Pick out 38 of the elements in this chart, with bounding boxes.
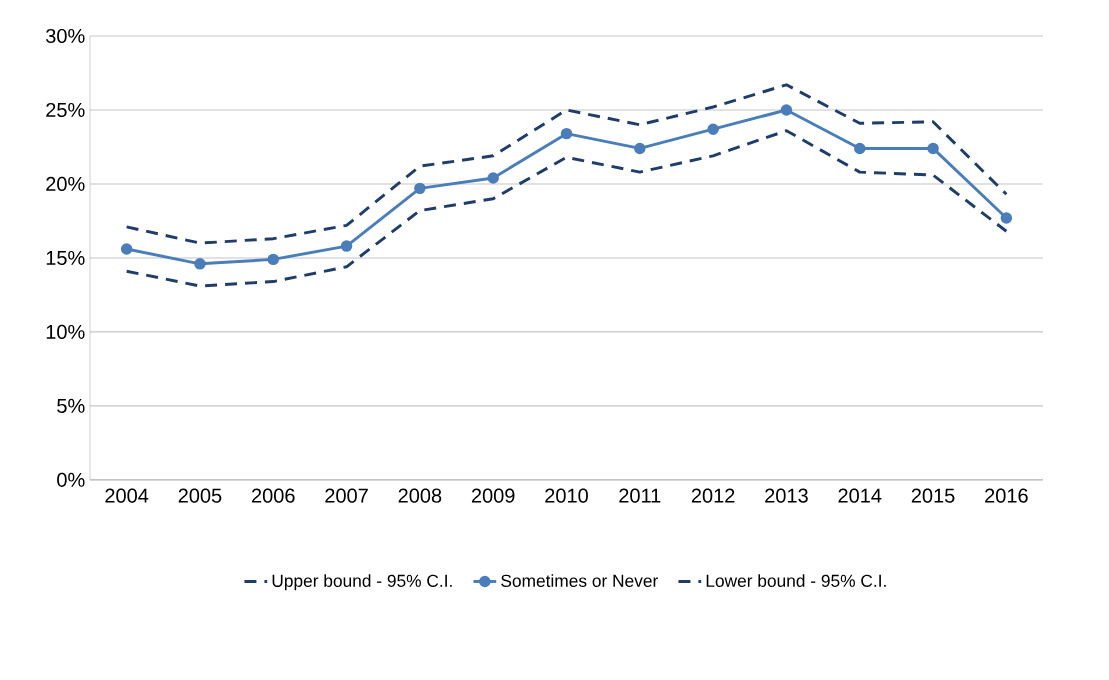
point bbox=[707, 123, 719, 136]
y-tick-label: 25% bbox=[46, 102, 85, 118]
y-tick-label: 20% bbox=[46, 176, 85, 192]
y-tick-label: 5% bbox=[57, 398, 85, 413]
y-tick-label: 30% bbox=[46, 29, 85, 44]
x-tick-label: 2009 bbox=[471, 488, 515, 503]
line-series bbox=[125, 83, 1008, 245]
point bbox=[340, 240, 353, 252]
point bbox=[487, 172, 499, 184]
x-tick-label: 2016 bbox=[985, 488, 1028, 503]
x-tick-label: 2015 bbox=[911, 488, 955, 503]
point bbox=[854, 142, 866, 155]
point bbox=[1000, 212, 1013, 224]
point bbox=[780, 104, 793, 116]
x-tick-label: 2005 bbox=[178, 488, 222, 503]
x-tick-label: 2014 bbox=[838, 488, 882, 503]
y-tick-label: 10% bbox=[46, 324, 85, 340]
x-tick-label: 2012 bbox=[691, 488, 735, 503]
y-tick-label: 0% bbox=[57, 472, 85, 488]
x-tick-label: 2013 bbox=[765, 488, 808, 503]
point bbox=[267, 253, 279, 266]
line-series bbox=[125, 129, 1008, 288]
legend-label: Lower bound - 95% C.I. bbox=[706, 574, 886, 588]
point bbox=[194, 258, 206, 270]
legend-label: Sometimes or Never bbox=[501, 574, 658, 588]
legend-label: Upper bound - 95% C.I. bbox=[272, 574, 452, 591]
point bbox=[634, 142, 646, 155]
point bbox=[120, 243, 133, 255]
point bbox=[414, 182, 426, 195]
x-tick-label: 2008 bbox=[398, 488, 442, 503]
x-tick-label: 2007 bbox=[325, 488, 368, 503]
y-tick-label: 15% bbox=[46, 251, 85, 266]
x-tick-label: 2011 bbox=[619, 488, 661, 503]
x-tick-label: 2006 bbox=[252, 488, 295, 503]
point bbox=[560, 128, 573, 140]
x-tick-label: 2010 bbox=[545, 488, 588, 503]
x-tick-label: 2004 bbox=[105, 488, 149, 503]
point bbox=[927, 142, 939, 155]
